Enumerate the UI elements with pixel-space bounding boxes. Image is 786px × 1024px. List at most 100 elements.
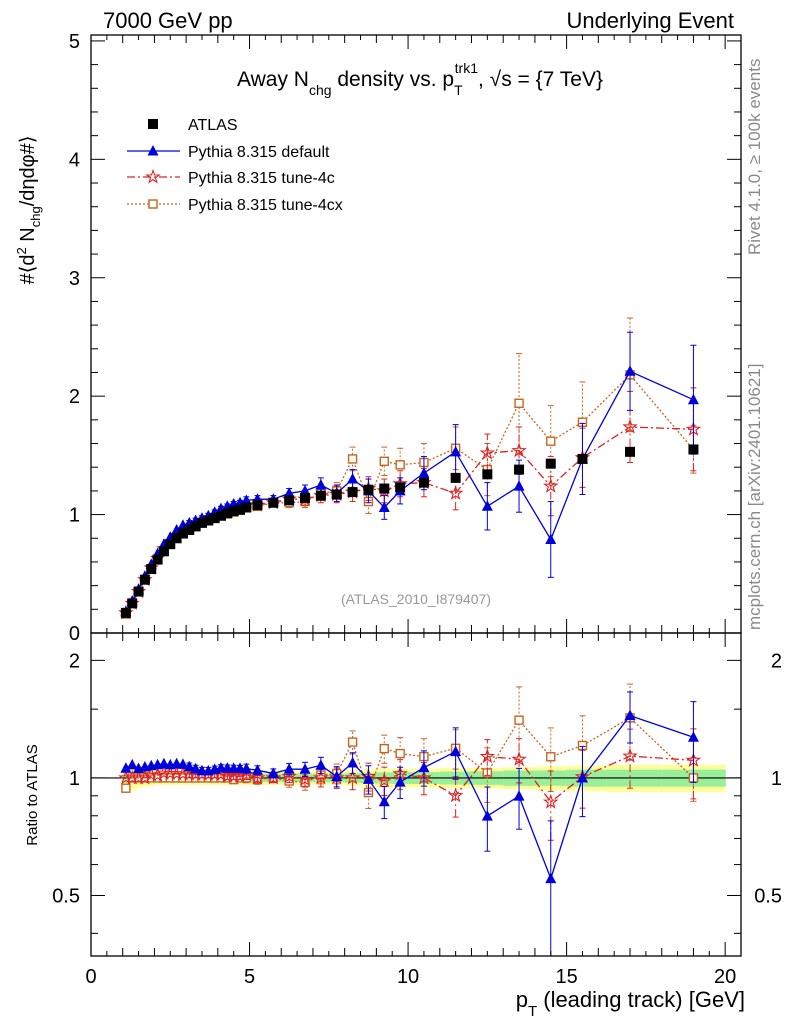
ylabel-part-b: N: [17, 227, 39, 247]
series-0-point: [235, 504, 246, 515]
ratio-y-tick-label-right: 1: [771, 768, 782, 790]
series-0-point: [315, 490, 326, 501]
ratio-y-tick-label: 1: [69, 768, 80, 790]
series-0-point: [363, 484, 374, 495]
ylabel-part-c: /dηdφ#⟩: [17, 135, 39, 206]
series-0-point: [190, 521, 201, 532]
series-2-ratio-point: [542, 793, 559, 809]
series-1-ratio-point: [183, 760, 195, 772]
x-tick-label: 20: [714, 966, 736, 988]
title-part-pre: Away N: [237, 68, 309, 91]
series-2-ratio-point: [622, 747, 638, 763]
series-1-ratio-point: [378, 795, 390, 807]
series-2-ratio-point: [137, 769, 153, 785]
series-1-point: [481, 500, 493, 511]
chart-title: Away Nchg density vs. pTtrk1, √s = {7 Te…: [237, 60, 603, 98]
ylabel-part-a: #⟨d: [17, 254, 39, 284]
ylabel-part-sub: chg: [28, 206, 43, 227]
y-tick-label: 5: [69, 31, 80, 53]
series-0-point: [347, 487, 358, 498]
series-2-ratio-point: [511, 751, 527, 766]
series-0-point: [228, 506, 239, 517]
series-0-point: [514, 464, 525, 475]
series-2-ratio-point: [297, 771, 313, 787]
series-1-point: [545, 533, 557, 544]
title-part-post: , √s = {7 TeV}: [478, 68, 603, 91]
legend-label: Pythia 8.315 tune-4cx: [188, 197, 343, 214]
legend-marker: [145, 168, 161, 184]
series-1-ratio-point: [158, 757, 170, 769]
legend-entry: Pythia 8.315 tune-4cx: [127, 197, 343, 214]
series-1-ratio-point: [267, 767, 279, 778]
main-series: [118, 317, 702, 620]
series-0-point: [300, 493, 311, 504]
legend-marker: [148, 119, 158, 129]
series-2-point: [542, 477, 559, 493]
series-2-ratio-point: [344, 769, 361, 785]
ratio-y-tick-label-right: 0.5: [754, 886, 782, 908]
series-1-ratio-point: [120, 762, 132, 773]
series-3-point: [546, 436, 556, 446]
x-axis-label: pT (leading track) [GeV]: [516, 987, 745, 1020]
series-0-point: [216, 510, 226, 521]
series-1-ratio-point: [362, 773, 374, 784]
legend-label: Pythia 8.315 tune-4c: [188, 170, 335, 187]
series-0-point: [418, 477, 429, 488]
series-0-point: [395, 482, 406, 493]
series-3-ratio-point: [379, 743, 389, 754]
y-tick-label: 4: [69, 149, 80, 171]
series-2-ratio-point: [281, 768, 297, 784]
legend-entry: Pythia 8.315 default: [127, 144, 330, 161]
series-1-ratio-point: [687, 731, 699, 742]
series-1-ratio-point: [240, 762, 252, 774]
series-0-point: [450, 472, 461, 483]
series-2-ratio-point: [149, 767, 166, 782]
series-3-main: [121, 317, 699, 619]
series-1-point: [240, 494, 252, 505]
series-0-point: [184, 524, 195, 535]
y-axis-label: #⟨d2 Nchg/dηdφ#⟩: [14, 135, 43, 284]
series-3-ratio-point: [546, 752, 556, 762]
analysis-id-label: (ATLAS_2010_I879407): [341, 591, 491, 607]
series-2-point: [479, 444, 496, 460]
x-tick-label: 10: [397, 966, 419, 988]
series-1-ratio-point: [190, 762, 202, 774]
series-0-point: [171, 533, 182, 544]
series-1-ratio: [120, 691, 699, 956]
series-1-point: [315, 478, 327, 490]
series-0-point: [331, 489, 342, 500]
series-2-ratio-point: [313, 769, 329, 785]
series-0-point: [120, 607, 131, 618]
series-1-ratio-point: [450, 745, 462, 757]
title-part-sub2: T: [454, 82, 463, 98]
ratio-frame: [90, 632, 742, 957]
series-2-ratio-point: [479, 748, 496, 764]
series-0-point: [203, 515, 214, 526]
series-0-point: [158, 546, 169, 557]
series-2-point: [447, 485, 464, 500]
ratio-series: [118, 683, 702, 956]
series-0-point: [222, 508, 233, 519]
legend: ATLAS Pythia 8.315 default Pythia 8.315 tu…: [127, 117, 343, 214]
series-2-point: [511, 442, 527, 458]
series-0-point: [284, 495, 295, 506]
title-part-sub1: chg: [309, 82, 332, 98]
series-3-ratio-point: [395, 748, 405, 759]
series-0-point: [127, 598, 138, 609]
series-3-point: [395, 460, 405, 470]
legend-marker: [147, 145, 159, 156]
series-0-point: [152, 554, 163, 565]
series-1-point: [378, 501, 390, 512]
series-0-point: [268, 497, 279, 508]
series-0-main: [120, 444, 699, 618]
series-1-main: [120, 331, 699, 617]
y-tick-label: 2: [69, 386, 80, 408]
xlabel-part-rest: (leading track) [GeV]: [537, 987, 745, 1012]
ratio-y-tick-label: 2: [69, 650, 80, 672]
series-1-ratio-point: [331, 770, 343, 781]
series-0-point: [146, 564, 157, 575]
series-1-ratio-point: [315, 759, 327, 770]
header-right-label: Underlying Event: [566, 8, 734, 33]
legend-entry: Pythia 8.315 tune-4c: [127, 168, 335, 187]
